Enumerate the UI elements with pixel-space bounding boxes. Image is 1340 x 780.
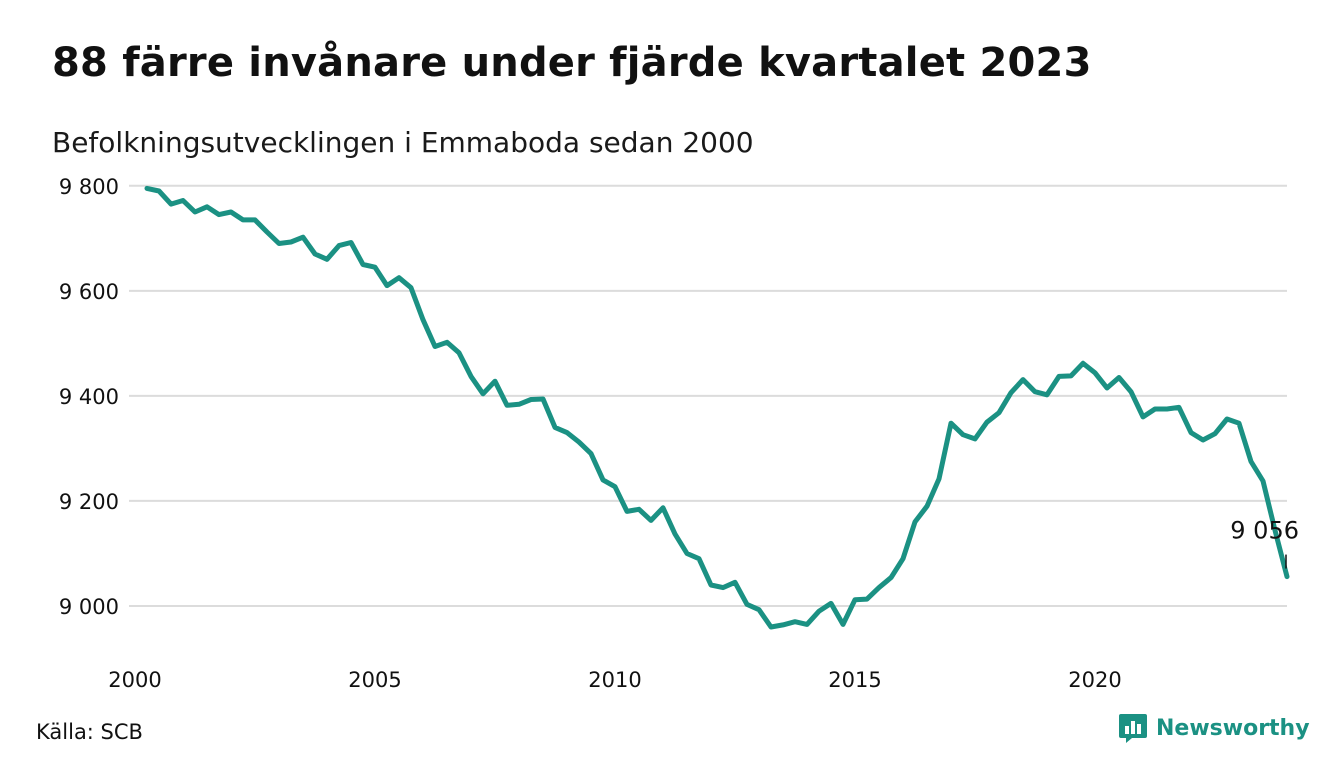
y-tick-label: 9 200 [59, 490, 119, 514]
brand-logo: Newsworthy [1118, 712, 1310, 744]
annotations: 9 056 [1230, 517, 1299, 569]
y-tick-label: 9 600 [59, 280, 119, 304]
annotation-label: 9 056 [1230, 517, 1299, 545]
source-note: Källa: SCB [36, 720, 143, 744]
series-group [144, 185, 1290, 630]
x-tick-label: 2005 [348, 668, 401, 692]
newsworthy-chart-icon [1119, 714, 1147, 743]
x-tick-label: 2010 [588, 668, 641, 692]
chart-title: 88 färre invånare under fjärde kvartalet… [52, 40, 1092, 86]
y-axis-ticks: 9 000 9 200 9 400 9 600 9 800 [59, 175, 119, 619]
brand-name: Newsworthy [1156, 715, 1310, 741]
chart-subtitle: Befolkningsutvecklingen i Emmaboda sedan… [52, 126, 754, 159]
y-tick-label: 9 400 [59, 385, 119, 409]
x-tick-label: 2015 [828, 668, 881, 692]
x-tick-label: 2000 [108, 668, 161, 692]
y-tick-label: 9 800 [59, 175, 119, 199]
gridlines [129, 184, 1287, 607]
x-axis-ticks: 2000 2005 2010 2015 2020 [108, 668, 1121, 692]
y-tick-label: 9 000 [59, 595, 119, 619]
series-line [144, 185, 1290, 630]
x-tick-label: 2020 [1068, 668, 1121, 692]
